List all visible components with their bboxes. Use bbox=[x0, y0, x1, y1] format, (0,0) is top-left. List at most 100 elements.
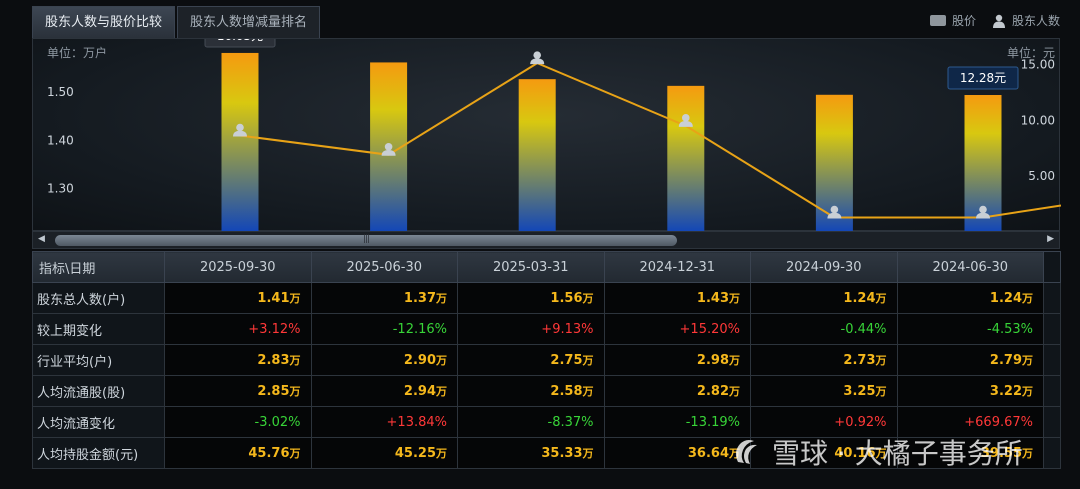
table-cell: 1.43万 bbox=[603, 282, 751, 314]
watermark: 雪球 · 大橘子事务所 bbox=[730, 432, 1023, 472]
table-cell: 2.85万 bbox=[164, 375, 312, 407]
table-cell: 3.25万 bbox=[750, 375, 898, 407]
tab-holders-vs-price[interactable]: 股东人数与股价比较 bbox=[32, 6, 176, 38]
table-cell: -0.44% bbox=[750, 313, 898, 345]
table-cell: 40.16万 bbox=[750, 437, 898, 469]
price-bar-icon bbox=[929, 15, 946, 26]
table-cell: -12.16% bbox=[310, 313, 458, 345]
right-axis-tick: 5.00 bbox=[1028, 169, 1055, 183]
table-cell: +9.13% bbox=[457, 313, 605, 345]
table-cell: 39.55万 bbox=[896, 437, 1044, 469]
line-layer bbox=[239, 62, 1062, 219]
table-row: 人均流通股(股) 2.85万 2.94万 2.58万 2.82万 3.25万 3.22万 bbox=[32, 375, 1061, 407]
table-row: 人均流通变化 -3.02% +13.84% -8.37% -13.19% +0.92% +6… bbox=[32, 406, 1061, 438]
table-cell: 45.76万 bbox=[164, 437, 312, 469]
right-axis-unit: 单位：元 bbox=[1007, 45, 1055, 60]
table-cell: 2.82万 bbox=[603, 375, 751, 407]
axes-layer: 单位：万户 1.50 1.40 1.30 单位：元15.00 10.00 5.00 bbox=[47, 45, 1055, 196]
table-cell: -4.53% bbox=[896, 313, 1044, 345]
price-bar bbox=[221, 52, 259, 233]
right-axis-tick: 10.00 bbox=[1021, 113, 1055, 127]
left-axis-tick: 1.50 bbox=[47, 85, 74, 99]
table-row: 较上期变化 +3.12% -12.16% +9.13% +15.20% -0.44% -4.… bbox=[32, 313, 1061, 345]
legend-price[interactable]: 股价 bbox=[929, 12, 976, 29]
table-row: 行业平均(户) 2.83万 2.90万 2.75万 2.98万 2.73万 2.79万 bbox=[32, 344, 1061, 376]
scroll-right-icon[interactable]: ▶ bbox=[1047, 234, 1054, 244]
right-axis-tick: 15.00 bbox=[1021, 58, 1055, 72]
table-cell: +15.20% bbox=[603, 313, 751, 345]
scroll-left-icon[interactable]: ◀ bbox=[38, 234, 45, 244]
table-cell: -8.37% bbox=[457, 406, 605, 438]
table-cell: 1.41万 bbox=[164, 282, 312, 314]
tab-holders-change-rank[interactable]: 股东人数增减量排名 bbox=[177, 6, 321, 38]
snowball-logo-icon bbox=[735, 440, 757, 464]
table-cell: 45.25万 bbox=[310, 437, 458, 469]
header-date: 2025-06-30 bbox=[310, 251, 458, 283]
table-cell: 2.90万 bbox=[310, 344, 458, 376]
price-bar bbox=[667, 85, 705, 232]
row-label: 人均持股金额(元) bbox=[32, 437, 165, 469]
bars-layer bbox=[221, 52, 1002, 233]
holder-point-person-icon bbox=[530, 51, 545, 65]
table-cell: 2.58万 bbox=[457, 375, 605, 407]
legend-holders-label: 股东人数 bbox=[1011, 14, 1060, 28]
table-row: 股东总人数(户) 1.41万 1.37万 1.56万 1.43万 1.24万 1.24万 bbox=[32, 282, 1061, 314]
row-filler bbox=[1043, 282, 1061, 314]
table-row: 人均持股金额(元) 45.76万 45.25万 35.33万 36.64万 40.16万 3… bbox=[32, 437, 1061, 469]
table-cell: 1.37万 bbox=[310, 282, 458, 314]
table-cell: 2.75万 bbox=[457, 344, 605, 376]
scroll-thumb[interactable]: ||| bbox=[55, 234, 677, 246]
table-cell: +0.92% bbox=[750, 406, 898, 438]
legend-price-label: 股价 bbox=[951, 14, 976, 28]
price-annotation-text: 16.05元 bbox=[217, 39, 263, 43]
row-label: 较上期变化 bbox=[32, 313, 165, 345]
chart-svg: 单位：万户 1.50 1.40 1.30 单位：元15.00 10.00 5.00 16.0… bbox=[47, 24, 1062, 233]
person-icon bbox=[992, 14, 1005, 28]
price-annotation-text: 12.28元 bbox=[960, 71, 1006, 85]
table-cell: +3.12% bbox=[164, 313, 312, 345]
table-cell: 2.79万 bbox=[896, 344, 1044, 376]
markers-layer bbox=[233, 51, 990, 219]
table-cell: -3.02% bbox=[164, 406, 312, 438]
header-date: 2025-03-31 bbox=[457, 251, 605, 283]
left-axis-tick: 1.30 bbox=[47, 182, 74, 196]
chart-scrollbar[interactable]: ◀ ||| ▶ bbox=[32, 231, 1060, 249]
row-filler bbox=[1043, 406, 1061, 438]
table-body: 股东总人数(户) 1.41万 1.37万 1.56万 1.43万 1.24万 1.24万 较上… bbox=[32, 282, 1061, 469]
chart-area: 单位：万户 1.50 1.40 1.30 单位：元15.00 10.00 5.00 16.0… bbox=[32, 24, 1062, 233]
row-label: 行业平均(户) bbox=[32, 344, 165, 376]
header-date: 2024-06-30 bbox=[896, 251, 1044, 283]
row-label: 人均流通股(股) bbox=[32, 375, 165, 407]
table-cell: 2.83万 bbox=[164, 344, 312, 376]
annotations-layer: 16.05元 12.28元 bbox=[204, 24, 1019, 90]
table-cell: 2.94万 bbox=[310, 375, 458, 407]
grip-icon: ||| bbox=[362, 234, 370, 244]
table-cell: 1.24万 bbox=[896, 282, 1044, 314]
table-cell: 2.98万 bbox=[603, 344, 751, 376]
table-cell: 36.64万 bbox=[603, 437, 751, 469]
table-cell: 2.73万 bbox=[750, 344, 898, 376]
watermark-text: 雪球 · 大橘子事务所 bbox=[772, 437, 1023, 470]
table-cell: 35.33万 bbox=[457, 437, 605, 469]
row-filler bbox=[1043, 344, 1061, 376]
table-cell: +13.84% bbox=[310, 406, 458, 438]
table-cell: 1.56万 bbox=[457, 282, 605, 314]
tab-bar: 股东人数与股价比较 股东人数增减量排名 bbox=[32, 6, 321, 38]
header-date: 2024-12-31 bbox=[603, 251, 751, 283]
left-axis-unit: 单位：万户 bbox=[47, 45, 107, 60]
header-date: 2024-09-30 bbox=[750, 251, 898, 283]
left-axis-tick: 1.40 bbox=[47, 133, 74, 147]
holders-line bbox=[239, 62, 1062, 219]
row-filler bbox=[1043, 375, 1061, 407]
price-bar bbox=[518, 79, 556, 232]
legend-holders[interactable]: 股东人数 bbox=[992, 12, 1060, 29]
row-filler bbox=[1043, 437, 1061, 469]
header-indicator-date: 指标\日期 bbox=[32, 251, 165, 283]
chart-legend: 股价 股东人数 bbox=[929, 12, 1060, 29]
row-label: 股东总人数(户) bbox=[32, 282, 165, 314]
table-header-row: 指标\日期 2025-09-30 2025-06-30 2025-03-31 2024-… bbox=[32, 251, 1061, 283]
row-label: 人均流通变化 bbox=[32, 406, 165, 438]
header-filler bbox=[1043, 251, 1061, 283]
price-annotation-box bbox=[947, 66, 1019, 90]
table-cell: 3.22万 bbox=[896, 375, 1044, 407]
